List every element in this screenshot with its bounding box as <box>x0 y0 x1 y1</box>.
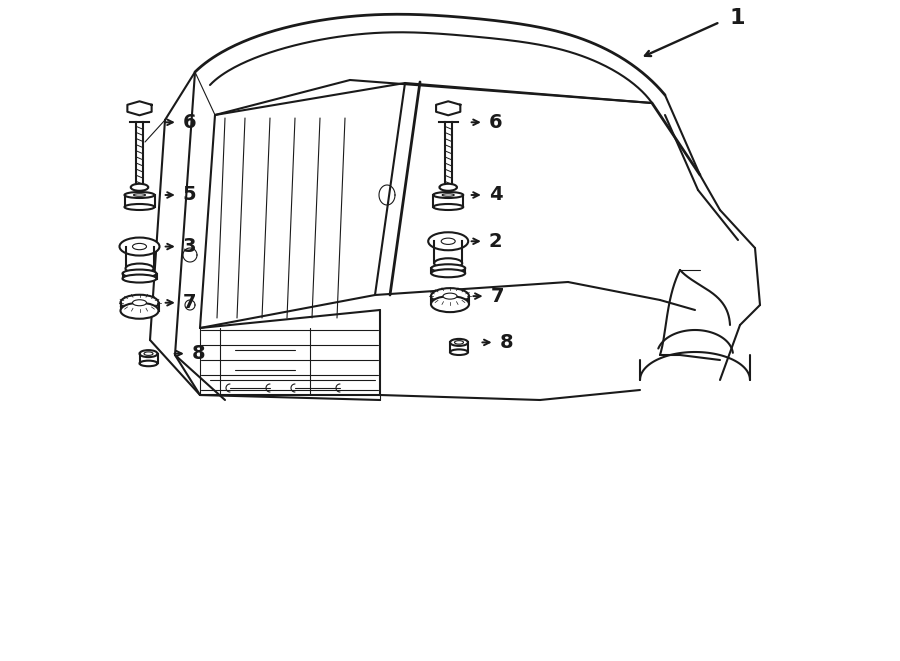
Ellipse shape <box>434 258 463 268</box>
Ellipse shape <box>133 194 146 196</box>
Ellipse shape <box>428 232 468 251</box>
Ellipse shape <box>132 299 147 306</box>
Ellipse shape <box>130 184 148 191</box>
Text: 8: 8 <box>500 333 513 352</box>
Text: 2: 2 <box>489 232 502 251</box>
Ellipse shape <box>443 293 457 299</box>
Ellipse shape <box>450 350 468 355</box>
Text: 1: 1 <box>730 8 745 28</box>
Ellipse shape <box>442 194 454 196</box>
Ellipse shape <box>124 204 155 210</box>
Ellipse shape <box>431 288 469 304</box>
Text: 6: 6 <box>489 113 502 132</box>
Ellipse shape <box>121 295 158 311</box>
Ellipse shape <box>431 296 469 312</box>
Ellipse shape <box>140 361 158 366</box>
Text: 6: 6 <box>183 113 196 132</box>
Text: 7: 7 <box>183 293 196 312</box>
Ellipse shape <box>121 303 158 319</box>
Ellipse shape <box>122 274 157 282</box>
Ellipse shape <box>433 192 464 198</box>
Text: 5: 5 <box>183 186 196 204</box>
Text: 7: 7 <box>491 287 504 305</box>
Ellipse shape <box>439 184 457 191</box>
Ellipse shape <box>433 204 464 210</box>
Ellipse shape <box>122 270 157 278</box>
Ellipse shape <box>431 264 465 272</box>
Ellipse shape <box>431 269 465 277</box>
Ellipse shape <box>124 192 155 198</box>
Ellipse shape <box>125 264 154 274</box>
Ellipse shape <box>132 243 147 250</box>
Ellipse shape <box>120 237 159 256</box>
Text: 8: 8 <box>192 344 205 363</box>
Text: 4: 4 <box>489 186 502 204</box>
Text: 3: 3 <box>183 237 196 256</box>
Ellipse shape <box>441 238 455 245</box>
